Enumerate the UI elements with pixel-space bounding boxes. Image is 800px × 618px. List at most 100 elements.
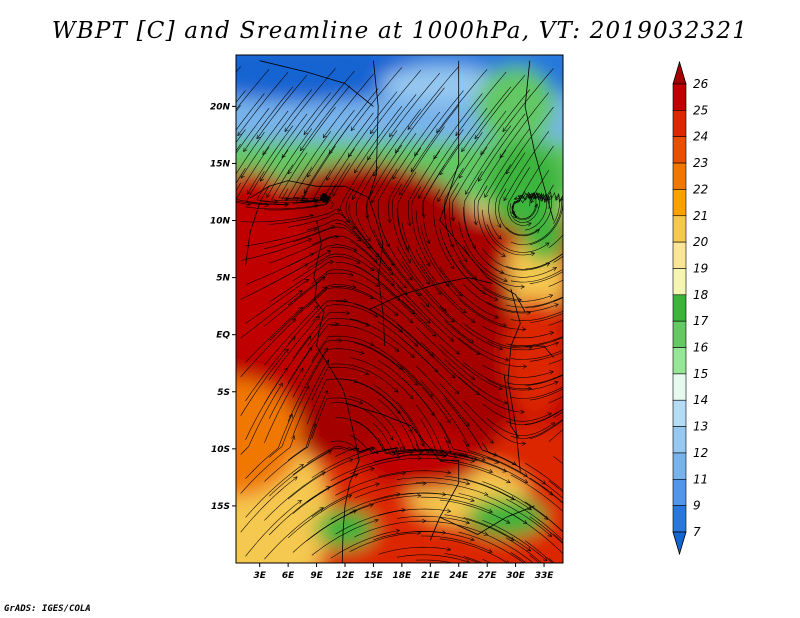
streamline xyxy=(487,534,534,563)
streamline-arrow xyxy=(465,520,471,525)
streamline xyxy=(439,266,499,319)
streamline xyxy=(482,481,549,520)
streamline xyxy=(348,91,398,157)
streamline xyxy=(433,93,483,160)
streamline-arrow xyxy=(503,400,508,405)
streamline xyxy=(416,559,454,563)
streamline-arrow xyxy=(574,400,578,404)
streamline-arrow xyxy=(326,250,332,255)
streamline xyxy=(415,327,475,380)
streamline xyxy=(505,537,543,563)
streamline xyxy=(506,336,563,346)
streamline-arrow xyxy=(329,259,335,265)
streamline-arrow xyxy=(430,411,435,417)
streamline xyxy=(292,447,360,476)
streamline-arrow xyxy=(319,507,324,512)
streamline xyxy=(373,306,434,357)
streamline xyxy=(335,417,396,455)
streamline-arrow xyxy=(465,442,470,447)
shade-sw-orange xyxy=(236,377,302,498)
streamline xyxy=(349,396,405,450)
streamline-arrow xyxy=(410,353,415,358)
streamline xyxy=(266,128,313,198)
streamline-arrow xyxy=(574,409,578,413)
streamline xyxy=(378,282,437,337)
streamline-arrow xyxy=(288,413,293,419)
streamline-arrow xyxy=(306,335,312,341)
lon-tick-label: 15E xyxy=(364,571,384,581)
streamline xyxy=(349,318,415,358)
streamline xyxy=(236,105,241,112)
streamline-arrow xyxy=(574,290,578,293)
streamline-arrow xyxy=(547,412,552,417)
streamline xyxy=(525,252,563,270)
streamline-arrow xyxy=(554,341,560,346)
streamline xyxy=(240,348,289,416)
streamline-arrow xyxy=(568,559,572,563)
colorbar-swatch xyxy=(672,110,687,138)
lon-tick-label: 33E xyxy=(535,571,555,581)
streamline xyxy=(245,279,309,324)
streamline xyxy=(269,286,327,342)
streamline xyxy=(396,324,456,379)
streamline xyxy=(463,478,532,511)
streamline xyxy=(371,133,417,203)
streamline xyxy=(487,418,555,436)
streamline-arrow xyxy=(548,294,554,299)
streamline-arrow xyxy=(334,321,339,327)
streamline xyxy=(373,345,433,397)
streamline-arrow xyxy=(578,517,582,521)
streamline-arrow xyxy=(374,518,379,523)
streamline-arrow xyxy=(327,450,332,455)
colorbar-label: 18 xyxy=(693,288,709,302)
streamline xyxy=(499,92,550,158)
streamline-arrow xyxy=(373,258,378,263)
streamline-arrow xyxy=(396,455,402,460)
streamline-arrow xyxy=(418,194,422,200)
streamline xyxy=(505,106,554,175)
streamline xyxy=(444,320,509,361)
streamline-arrow xyxy=(578,401,582,405)
streamline xyxy=(553,495,563,504)
streamline xyxy=(240,476,298,533)
streamline xyxy=(349,357,414,400)
streamline-arrow xyxy=(417,456,422,461)
streamline xyxy=(332,127,379,197)
lon-tick-label: 3E xyxy=(253,571,266,581)
streamline xyxy=(420,225,463,297)
streamline-arrow xyxy=(375,482,380,487)
streamline-arrow xyxy=(408,319,414,324)
streamline xyxy=(529,477,563,504)
streamline xyxy=(448,182,468,263)
streamline xyxy=(422,165,445,244)
map-panel: 20N 15N 10N 5N EQ 5S 10S 15S 3E 6E 9E 12E 15E 18E 21E… xyxy=(210,54,582,581)
streamline xyxy=(477,185,506,257)
streamline-arrow xyxy=(352,247,358,252)
streamline xyxy=(306,318,370,347)
colorbar-label: 12 xyxy=(693,446,708,460)
streamline xyxy=(281,92,332,158)
streamline xyxy=(482,248,550,271)
streamline-arrow xyxy=(470,537,475,542)
colorbar-label: 17 xyxy=(693,314,709,328)
streamline-arrow xyxy=(409,394,414,400)
streamline xyxy=(320,192,335,210)
streamline-arrow xyxy=(455,350,460,355)
streamline-arrow xyxy=(576,237,580,241)
streamline-arrow xyxy=(291,435,296,440)
streamline xyxy=(269,236,339,264)
streamline xyxy=(548,557,555,563)
colorbar-swatch xyxy=(672,162,687,190)
streamline-arrow xyxy=(493,296,499,301)
streamline-arrow xyxy=(403,290,408,296)
streamline xyxy=(396,246,447,312)
streamline-arrow xyxy=(303,189,308,194)
streamline xyxy=(236,143,241,152)
border-sudan xyxy=(439,60,526,313)
streamline xyxy=(548,519,563,533)
streamline xyxy=(264,471,326,521)
streamline-arrow xyxy=(352,509,358,514)
streamline xyxy=(487,301,559,313)
streamline xyxy=(482,364,554,378)
streamline-arrow xyxy=(475,390,480,395)
